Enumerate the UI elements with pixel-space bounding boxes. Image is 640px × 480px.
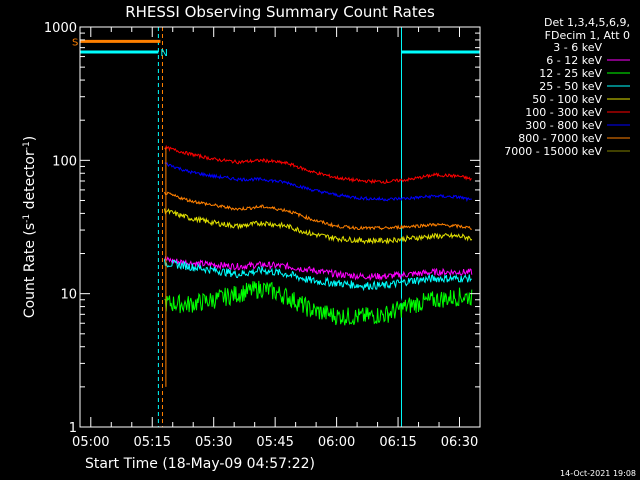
legend-label-7: 800 - 7000 keV [518, 132, 602, 145]
y-axis-label-part-0: Count Rate (s [22, 223, 38, 318]
y-tick-label-1000: 1000 [44, 21, 77, 36]
legend-label-6: 300 - 800 keV [525, 119, 602, 132]
series-line-1 [164, 255, 473, 282]
legend-label-0: 3 - 6 keV [553, 41, 602, 54]
legend-label-2: 12 - 25 keV [539, 67, 602, 80]
legend-header-0: Det 1,3,4,5,6,9, [544, 16, 630, 29]
x-tick-label-06:00: 06:00 [318, 435, 355, 450]
x-tick-label-05:15: 05:15 [134, 435, 171, 450]
series-line-5 [164, 144, 472, 185]
legend: Det 1,3,4,5,6,9,FDecim 1, Att 03 - 6 keV… [504, 16, 630, 158]
y-axis-label-part-3: -1 [22, 141, 32, 150]
y-tick-label-1: 1 [69, 421, 77, 436]
series-line-4 [164, 208, 473, 245]
plot-frame [79, 26, 481, 428]
y-axis-label-part-4: ) [22, 136, 38, 141]
legend-label-1: 6 - 12 keV [546, 54, 602, 67]
legend-label-3: 25 - 50 keV [539, 80, 602, 93]
legend-header-1: FDecim 1, Att 0 [545, 29, 630, 42]
series-line-6 [164, 162, 472, 203]
legend-label-8: 7000 - 15000 keV [504, 145, 602, 158]
chart-title: RHESSI Observing Summary Count Rates [125, 3, 435, 21]
legend-label-4: 50 - 100 keV [532, 93, 602, 106]
status-label-S: S [72, 37, 78, 48]
series-line-2 [164, 280, 473, 326]
x-tick-label-06:15: 06:15 [379, 435, 416, 450]
y-axis-label-part-2: detector [22, 150, 38, 214]
series-line-7 [164, 191, 472, 231]
x-tick-label-06:30: 06:30 [441, 435, 478, 450]
data-layer: SN [72, 27, 481, 427]
y-axis-label: Count Rate (s-1 detector-1) [22, 136, 38, 318]
y-tick-label-100: 100 [52, 154, 77, 169]
status-label-N: N [160, 48, 167, 59]
y-tick-label-10: 10 [60, 288, 77, 303]
axes-layer: 1 10 100 1000 05:00 05:15 05:30 05:45 06:00 06:15… [44, 21, 481, 450]
series-line-3 [164, 259, 472, 292]
footer-timestamp: 14-Oct-2021 19:08 [560, 469, 636, 478]
y-axis-label-part-1: -1 [22, 214, 32, 223]
x-tick-label-05:30: 05:30 [195, 435, 232, 450]
x-tick-label-05:00: 05:00 [72, 435, 109, 450]
series-line-0 [164, 260, 473, 310]
x-tick-label-05:45: 05:45 [256, 435, 293, 450]
legend-label-5: 100 - 300 keV [525, 106, 602, 119]
x-axis-label: Start Time (18-May-09 04:57:22) [85, 456, 315, 472]
